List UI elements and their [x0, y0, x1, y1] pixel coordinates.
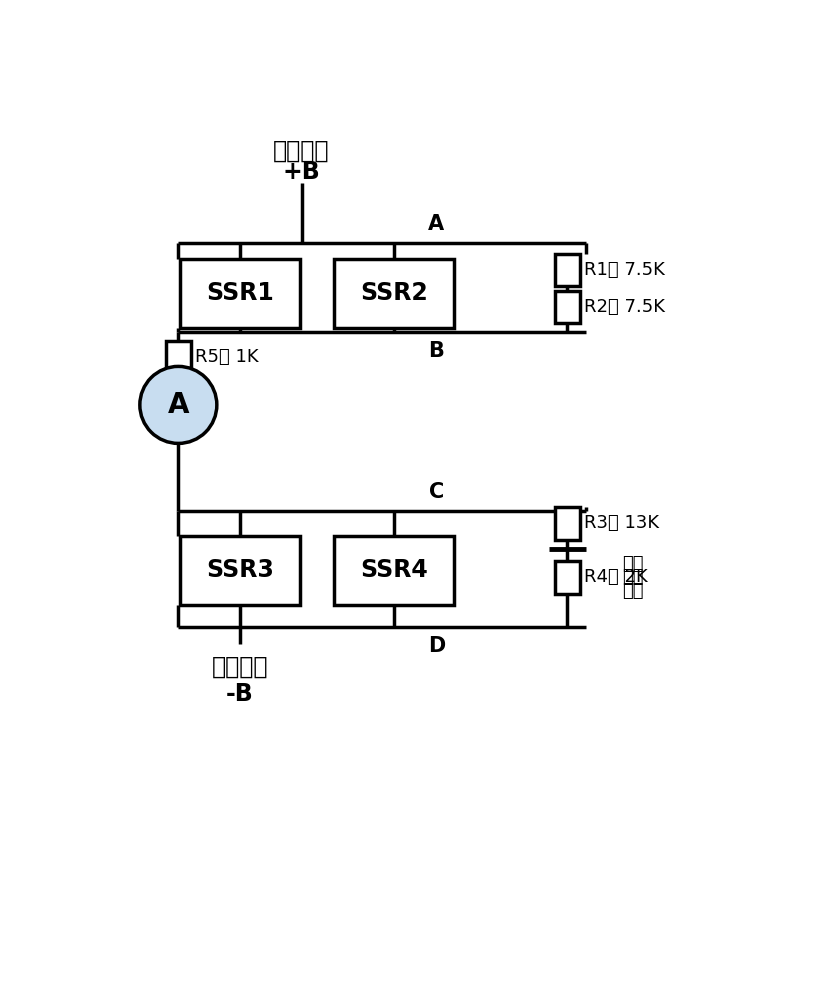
- Bar: [555, 507, 579, 540]
- Text: 漏电: 漏电: [622, 555, 644, 573]
- Text: R5： 1K: R5： 1K: [196, 348, 259, 366]
- Text: C: C: [429, 482, 444, 502]
- Text: R4： 2K: R4： 2K: [584, 568, 648, 586]
- Bar: [334, 259, 454, 328]
- Text: D: D: [427, 636, 445, 656]
- Text: B: B: [428, 341, 444, 361]
- Text: A: A: [167, 391, 189, 419]
- Text: 测端: 测端: [622, 582, 644, 600]
- Text: 地面电源: 地面电源: [273, 139, 330, 163]
- Bar: [555, 291, 579, 323]
- Text: SSR2: SSR2: [360, 281, 428, 305]
- Text: -B: -B: [226, 682, 254, 706]
- Ellipse shape: [139, 366, 217, 443]
- Text: R1： 7.5K: R1： 7.5K: [584, 261, 665, 279]
- Text: R2： 7.5K: R2： 7.5K: [584, 298, 665, 316]
- Text: SSR3: SSR3: [206, 558, 274, 582]
- Bar: [180, 536, 299, 605]
- Text: R3： 13K: R3： 13K: [584, 514, 659, 532]
- Bar: [334, 536, 454, 605]
- Text: +B: +B: [283, 160, 320, 184]
- Bar: [555, 561, 579, 594]
- Text: SSR4: SSR4: [360, 558, 428, 582]
- Text: A: A: [428, 214, 445, 234]
- Text: 地面电源: 地面电源: [212, 655, 268, 679]
- Text: 流检: 流检: [622, 568, 644, 586]
- Bar: [180, 259, 299, 328]
- Bar: [166, 341, 191, 373]
- Text: SSR1: SSR1: [206, 281, 274, 305]
- Bar: [555, 254, 579, 286]
